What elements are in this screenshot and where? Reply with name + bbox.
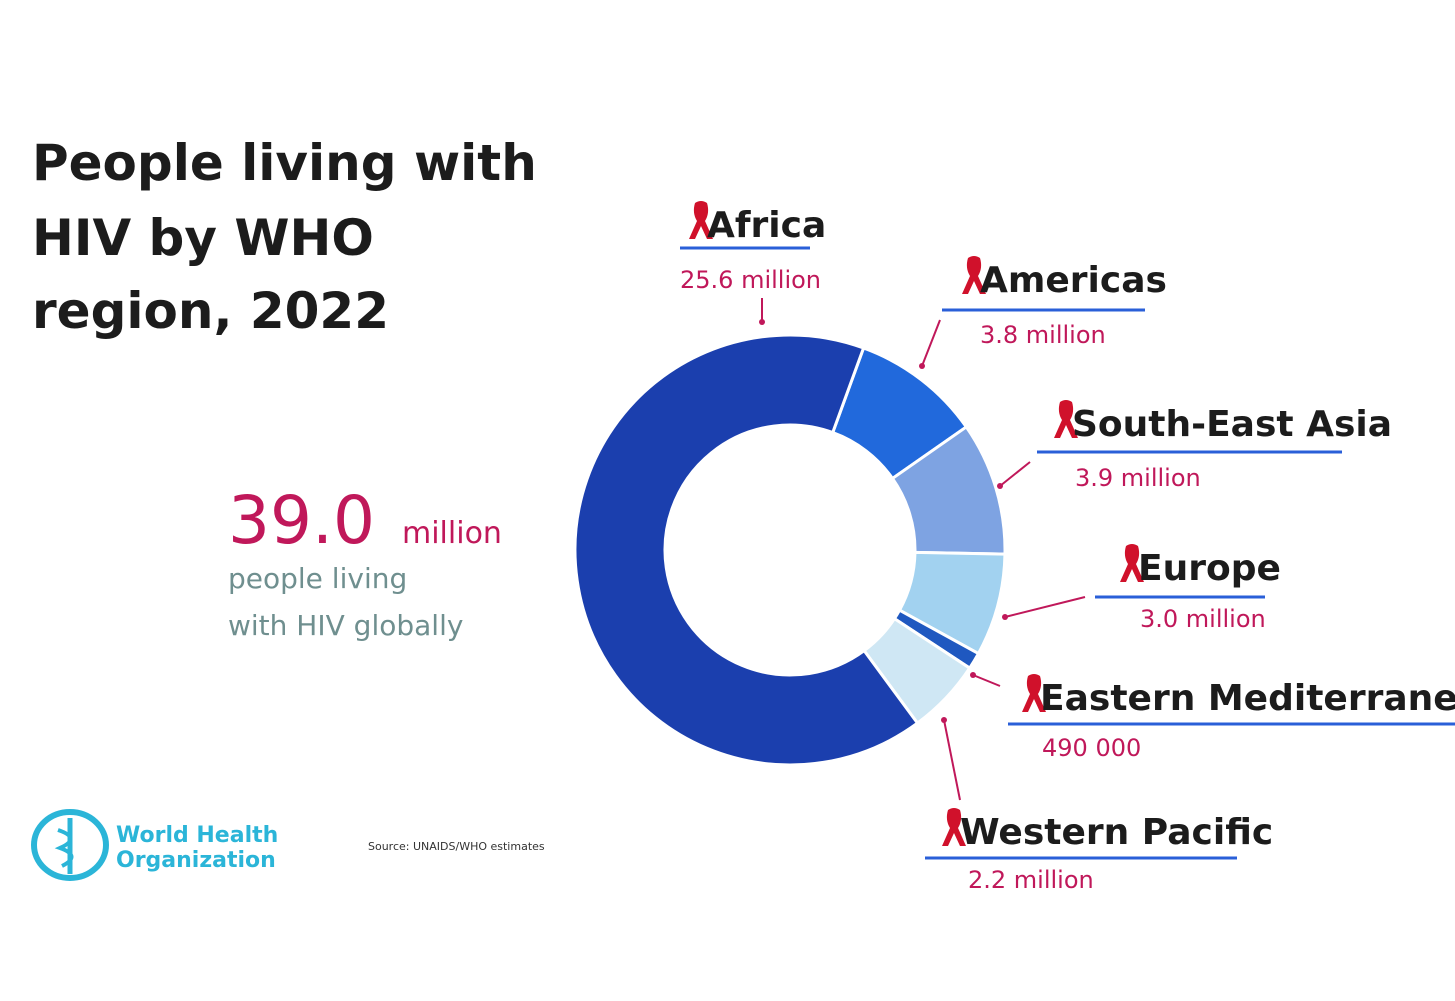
ribbon-icon: [962, 256, 986, 294]
region-label: Americas: [980, 260, 1167, 301]
value-label: 3.8 million: [980, 321, 1106, 349]
logo-text: Organization: [116, 848, 276, 873]
leader-dot: [1002, 614, 1008, 620]
region-label: South-East Asia: [1072, 404, 1392, 445]
leader-line: [1004, 596, 1086, 618]
total-caption: people living: [228, 562, 407, 595]
ribbon-icon: [1120, 544, 1144, 582]
source: Source: UNAIDS/WHO estimates: [368, 840, 545, 853]
leader-dot: [941, 717, 947, 723]
leader-dot: [759, 319, 765, 325]
leader-dot: [919, 363, 925, 369]
region-label: Eastern Mediterranean: [1040, 678, 1455, 719]
region-label: Africa: [707, 205, 826, 246]
leader-line: [999, 461, 1031, 487]
leader-line: [972, 674, 1001, 687]
title-line: HIV by WHO: [32, 209, 374, 267]
value-label: 2.2 million: [968, 866, 1094, 894]
logo-text: World Health: [116, 823, 278, 848]
title-line: People living with: [32, 134, 537, 192]
region-label: Western Pacific: [960, 812, 1273, 853]
value-label: 25.6 million: [680, 266, 821, 294]
ribbon-icon: [1022, 674, 1046, 712]
value-label: 490 000: [1042, 734, 1141, 762]
ribbon-icon: [689, 201, 713, 239]
value-label: 3.9 million: [1075, 464, 1201, 492]
title-line: region, 2022: [32, 282, 389, 340]
region-label: Europe: [1138, 548, 1281, 589]
ribbon-icon: [942, 808, 966, 846]
value-label: 3.0 million: [1140, 605, 1266, 633]
ribbon-icon: [1054, 400, 1078, 438]
who-logo: [31, 809, 109, 881]
donut-segment: [573, 333, 920, 767]
leader-line: [921, 319, 941, 367]
leader-dot: [970, 672, 976, 678]
total-value: 39.0: [228, 482, 375, 559]
total-unit: million: [402, 516, 502, 551]
leader-dot: [997, 483, 1003, 489]
leader-line: [943, 719, 961, 801]
total-caption: with HIV globally: [228, 609, 463, 642]
